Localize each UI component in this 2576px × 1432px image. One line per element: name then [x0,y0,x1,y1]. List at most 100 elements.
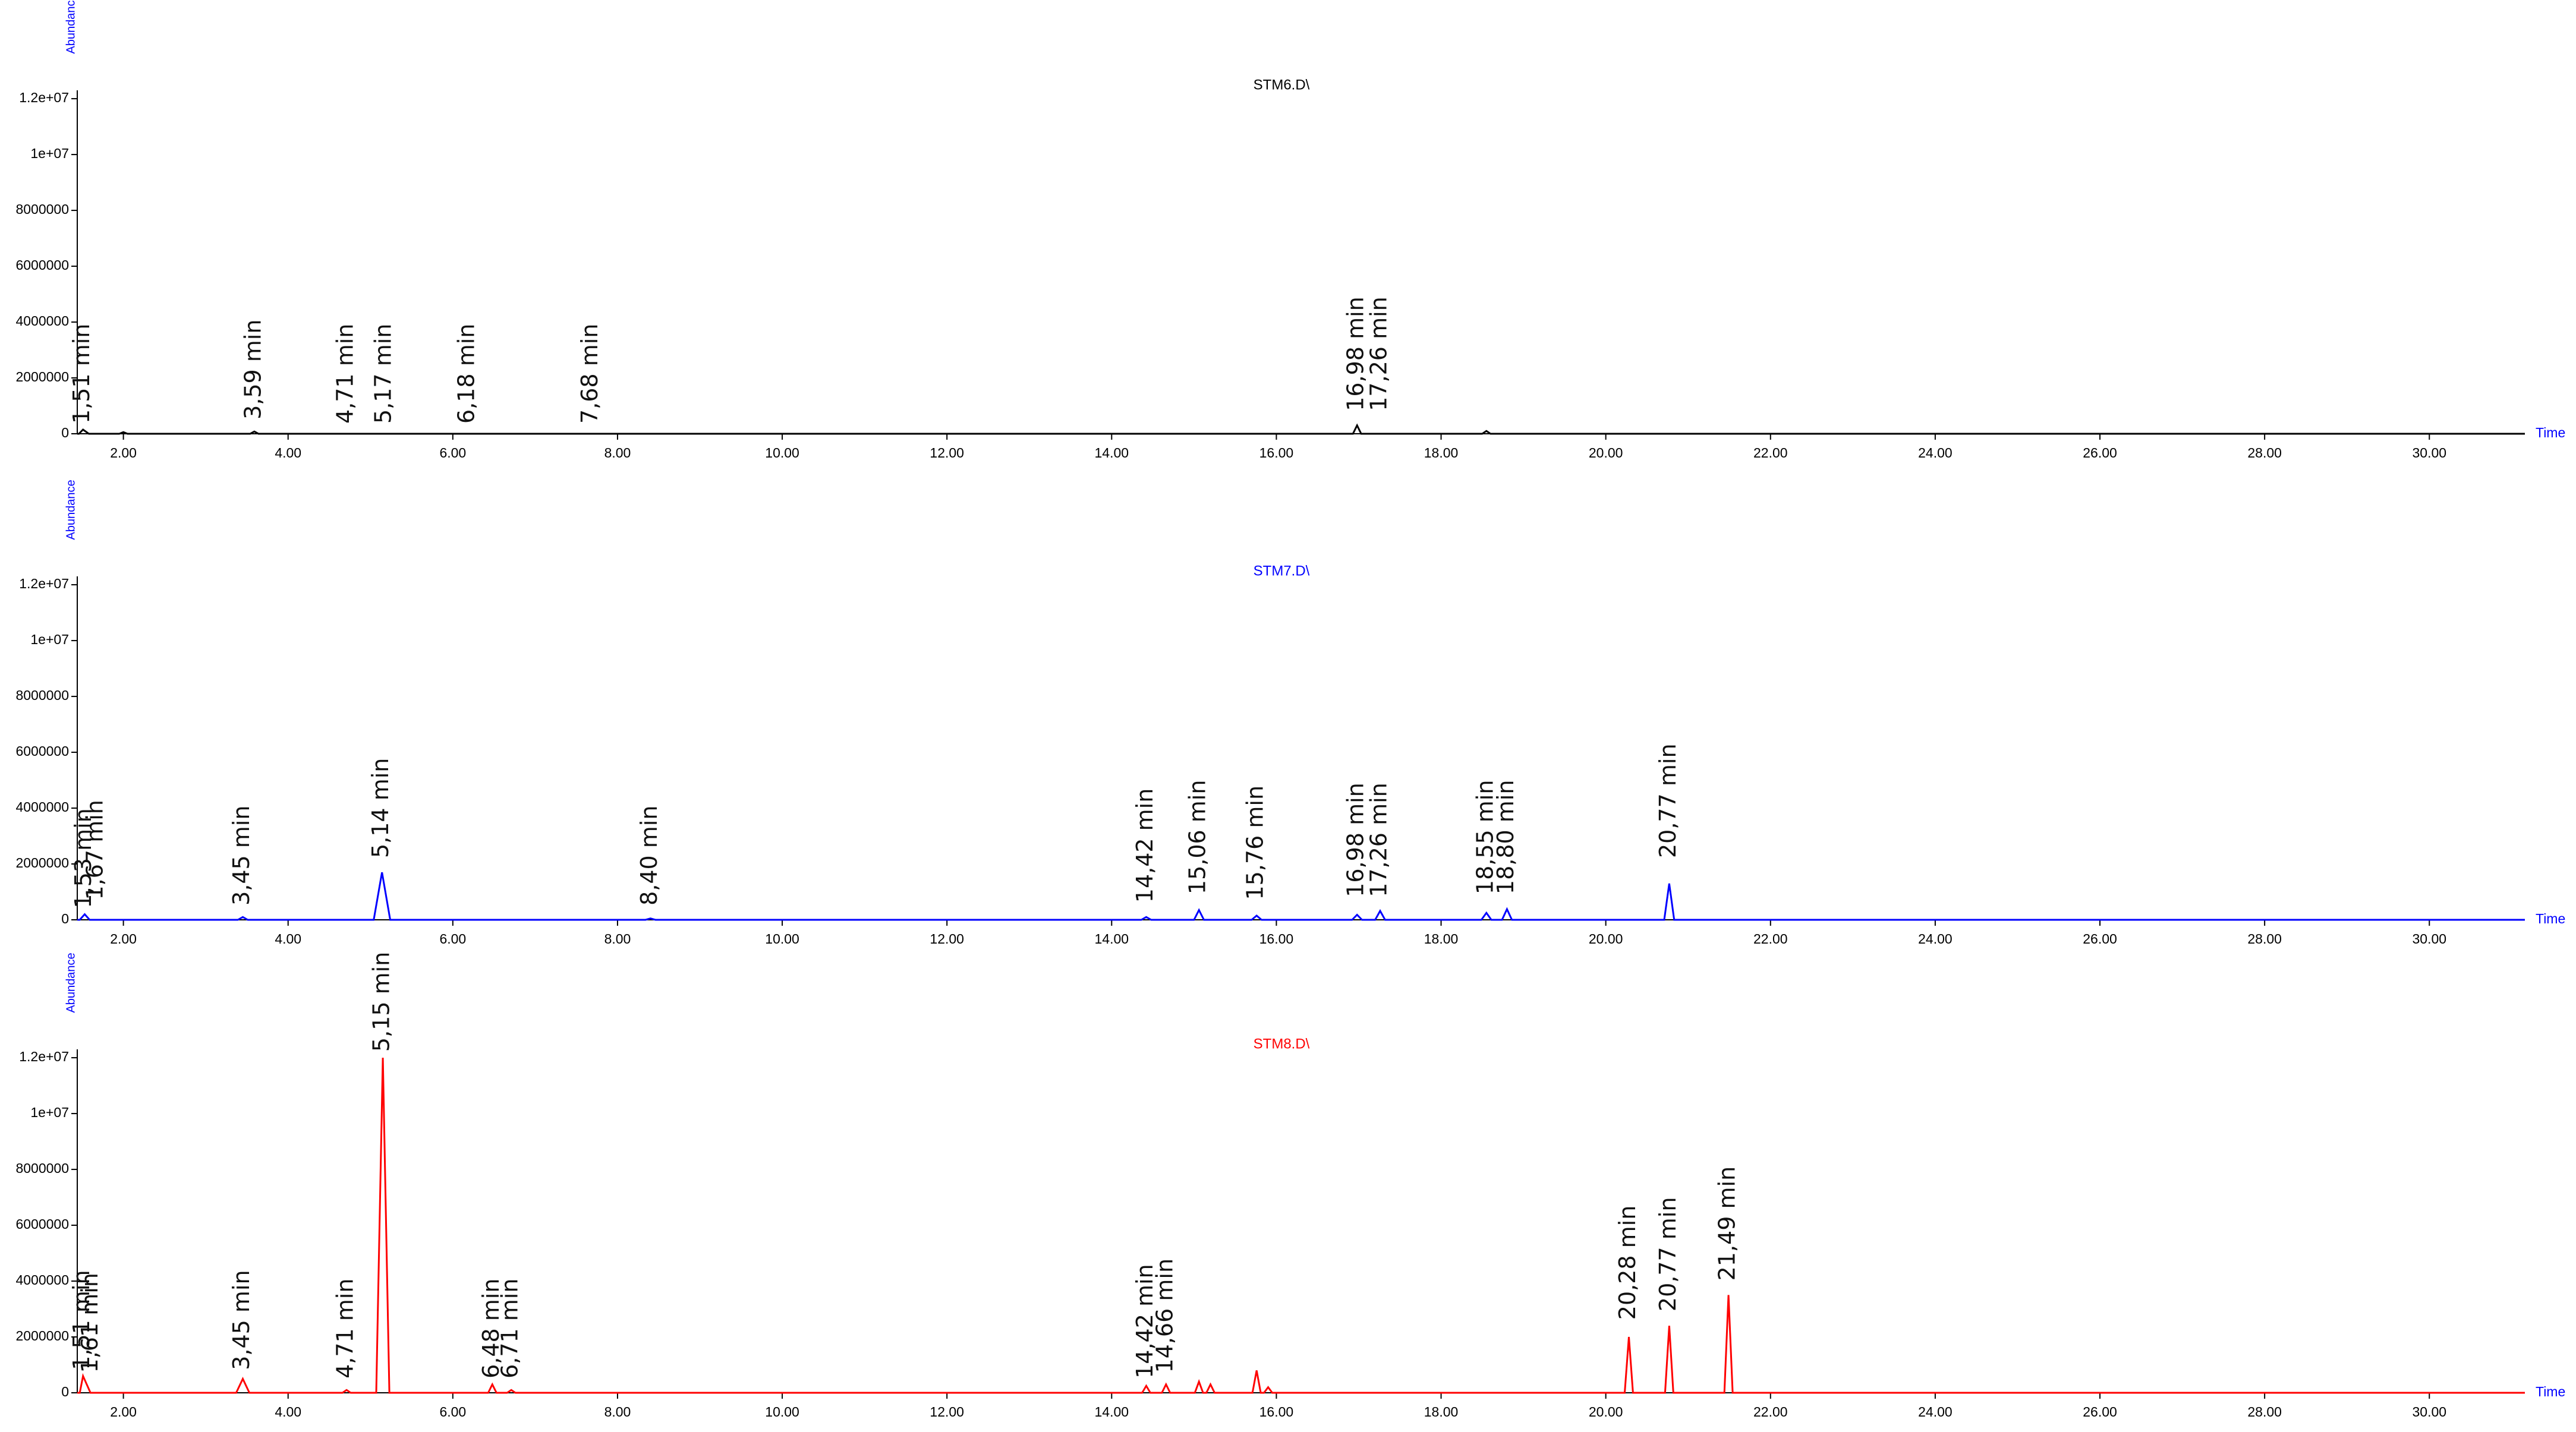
y-tick-label: 2000000 [15,1328,69,1343]
peak-label: 1,67 min [81,800,108,900]
y-tick-label: 6000000 [15,1216,69,1232]
peak-label: 1,51 min [68,1270,95,1370]
peak-label: 4,71 min [332,1279,358,1379]
x-axis-label: Time [2536,1384,2565,1399]
x-tick-label: 16.00 [1259,931,1294,947]
x-tick-label: 18.00 [1424,1404,1459,1420]
y-tick-label: 1.2e+07 [19,1049,69,1064]
x-tick-label: 22.00 [1753,931,1788,947]
x-tick-label: 18.00 [1424,445,1459,460]
peak-label: 3,45 min [228,1270,254,1370]
peak-label: 5,15 min [369,952,395,1052]
x-tick-label: 24.00 [1918,931,1953,947]
chart-title: STM8.D\ [1254,1036,1310,1052]
y-tick-label: 1.2e+07 [19,576,69,591]
chromatogram-line [77,423,2525,435]
x-axis-label: Time [2536,911,2565,926]
peak-label: 18,80 min [1492,780,1519,895]
x-tick-label: 8.00 [604,1404,631,1420]
x-tick-label: 14.00 [1095,445,1129,460]
peak-label: 17,26 min [1366,297,1392,411]
y-tick-label: 2000000 [15,855,69,870]
peak-label: 1,61 min [77,1273,103,1373]
x-tick-label: 28.00 [2247,931,2282,947]
x-tick-label: 28.00 [2247,445,2282,460]
x-tick-label: 14.00 [1095,1404,1129,1420]
x-tick-label: 16.00 [1259,445,1294,460]
x-tick-label: 26.00 [2083,931,2117,947]
y-tick-label: 8000000 [15,1160,69,1176]
chart-title: STM6.D\ [1254,77,1310,93]
peak-label: 7,68 min [577,324,603,424]
x-tick-label: 2.00 [110,1404,137,1420]
y-tick-label: 1e+07 [30,632,69,647]
peak-label: 20,28 min [1614,1206,1640,1320]
peak-label: 3,45 min [228,806,254,906]
x-tick-label: 6.00 [439,931,466,947]
peak-label: 21,49 min [1714,1166,1740,1281]
y-tick-label: 8000000 [15,687,69,703]
peak-label: 5,14 min [367,758,393,858]
x-axis-label: Time [2536,425,2565,440]
chromatogram-line [77,1058,2525,1394]
y-axis-label: Abundance [64,0,77,54]
peak-label: 1,53 min [70,808,96,908]
x-tick-label: 20.00 [1589,445,1623,460]
x-tick-label: 26.00 [2083,445,2117,460]
y-tick-label: 1e+07 [30,1105,69,1120]
x-tick-label: 8.00 [604,445,631,460]
peak-label: 14,42 min [1132,788,1158,903]
x-tick-label: 8.00 [604,931,631,947]
y-axis-label: Abundance [64,480,77,540]
x-tick-label: 6.00 [439,1404,466,1420]
x-tick-label: 24.00 [1918,1404,1953,1420]
peak-label: 20,77 min [1655,743,1681,858]
x-tick-label: 10.00 [765,445,799,460]
x-tick-label: 2.00 [110,445,137,460]
x-tick-label: 24.00 [1918,445,1953,460]
peak-label: 1,51 min [68,324,95,424]
peak-label: 14,66 min [1151,1258,1177,1373]
x-tick-label: 20.00 [1589,1404,1623,1420]
x-tick-label: 10.00 [765,1404,799,1420]
x-tick-label: 4.00 [275,931,301,947]
y-tick-label: 1.2e+07 [19,90,69,105]
y-tick-label: 0 [61,911,69,926]
x-tick-label: 12.00 [930,1404,964,1420]
y-tick-label: 1e+07 [30,146,69,161]
peak-label: 15,76 min [1242,786,1268,900]
peak-label: 15,06 min [1185,780,1211,895]
y-tick-label: 4000000 [15,799,69,815]
x-tick-label: 26.00 [2083,1404,2117,1420]
y-tick-label: 0 [61,425,69,440]
peak-label: 6,18 min [453,324,479,424]
x-tick-label: 16.00 [1259,1404,1294,1420]
x-tick-label: 22.00 [1753,1404,1788,1420]
peak-label: 16,98 min [1343,297,1369,411]
x-tick-label: 30.00 [2412,445,2446,460]
peak-label: 4,71 min [332,324,358,424]
y-tick-label: 0 [61,1384,69,1399]
x-tick-label: 28.00 [2247,1404,2282,1420]
x-tick-label: 30.00 [2412,931,2446,947]
x-tick-label: 2.00 [110,931,137,947]
y-tick-label: 6000000 [15,257,69,273]
peak-label: 16,98 min [1343,783,1369,897]
peak-label: 18,55 min [1472,780,1498,895]
peak-label: 20,77 min [1655,1197,1681,1312]
x-tick-label: 10.00 [765,931,799,947]
x-tick-label: 12.00 [930,931,964,947]
y-tick-label: 2000000 [15,369,69,384]
peak-label: 5,17 min [370,324,396,424]
peak-label: 8,40 min [636,806,662,906]
y-tick-label: 4000000 [15,1272,69,1288]
chart-title: STM7.D\ [1254,563,1310,579]
x-tick-label: 12.00 [930,445,964,460]
chromatogram-line [77,872,2525,921]
y-tick-label: 6000000 [15,743,69,759]
y-tick-label: 8000000 [15,201,69,217]
peak-label: 6,71 min [497,1279,523,1379]
peak-label: 14,42 min [1132,1264,1158,1379]
x-tick-label: 22.00 [1753,445,1788,460]
